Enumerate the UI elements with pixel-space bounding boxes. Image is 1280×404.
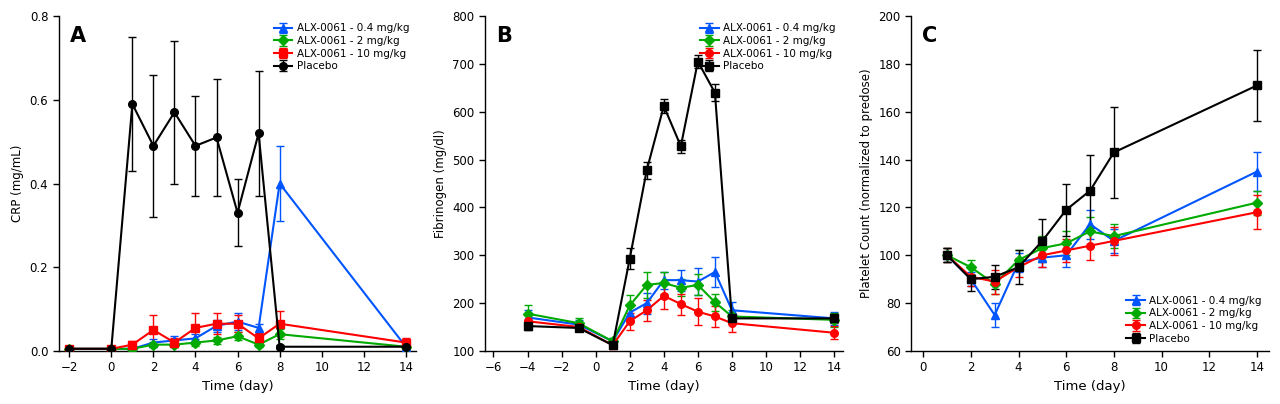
Text: B: B <box>495 26 512 46</box>
Y-axis label: Fibrinogen (mg/dl): Fibrinogen (mg/dl) <box>434 129 447 238</box>
Y-axis label: Platelet Count (normalized to predose): Platelet Count (normalized to predose) <box>860 69 873 298</box>
X-axis label: Time (day): Time (day) <box>1055 380 1126 393</box>
Text: A: A <box>69 26 86 46</box>
Legend: ALX-0061 - 0.4 mg/kg, ALX-0061 - 2 mg/kg, ALX-0061 - 10 mg/kg, Placebo: ALX-0061 - 0.4 mg/kg, ALX-0061 - 2 mg/kg… <box>1123 292 1266 348</box>
Y-axis label: CRP (mg/mL): CRP (mg/mL) <box>12 145 24 222</box>
Text: C: C <box>922 26 937 46</box>
X-axis label: Time (day): Time (day) <box>202 380 274 393</box>
X-axis label: Time (day): Time (day) <box>628 380 700 393</box>
Legend: ALX-0061 - 0.4 mg/kg, ALX-0061 - 2 mg/kg, ALX-0061 - 10 mg/kg, Placebo: ALX-0061 - 0.4 mg/kg, ALX-0061 - 2 mg/kg… <box>696 19 840 76</box>
Legend: ALX-0061 - 0.4 mg/kg, ALX-0061 - 2 mg/kg, ALX-0061 - 10 mg/kg, Placebo: ALX-0061 - 0.4 mg/kg, ALX-0061 - 2 mg/kg… <box>270 19 413 76</box>
